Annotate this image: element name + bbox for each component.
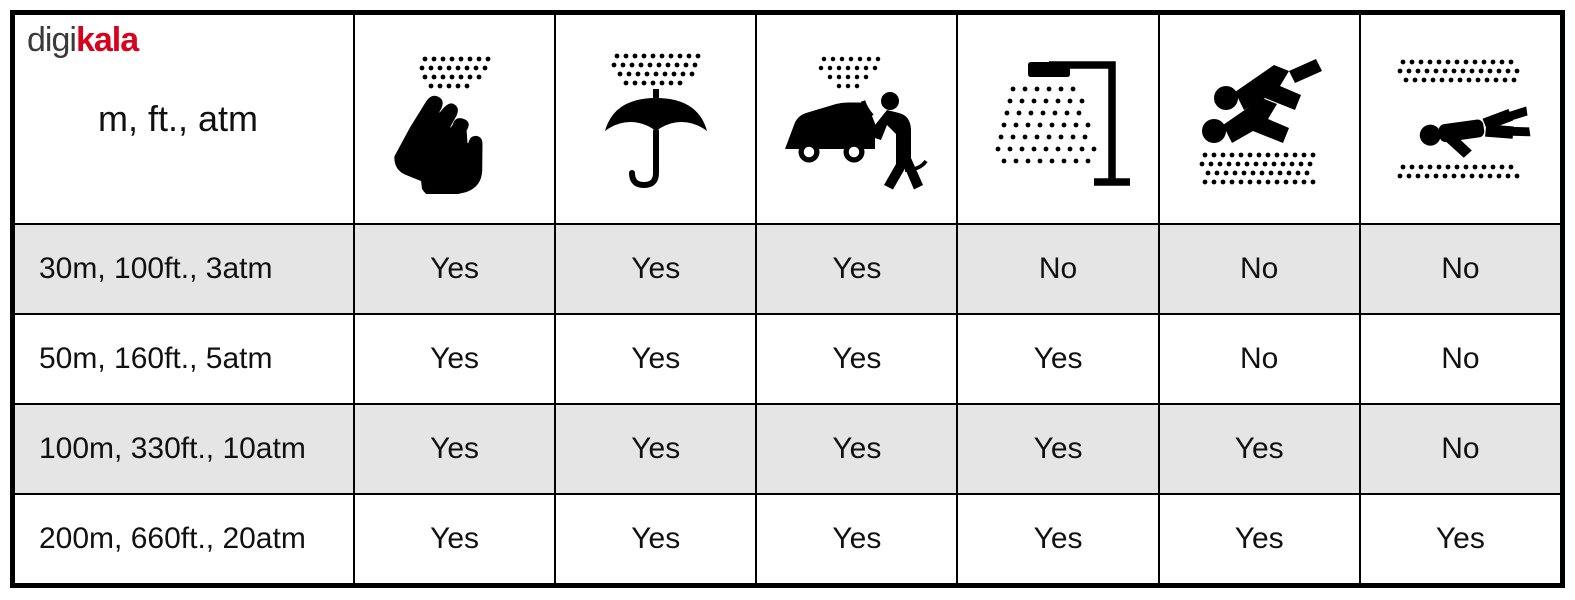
cell-value: Yes [1159,404,1360,494]
table-body: 30m, 100ft., 3atmYesYesYesNoNoNo50m, 160… [14,224,1561,584]
cell-value: No [1360,224,1561,314]
table-row: 200m, 660ft., 20atmYesYesYesYesYesYes [14,494,1561,584]
cell-value: Yes [756,494,957,584]
cell-value: Yes [354,224,555,314]
cell-value: Yes [354,314,555,404]
header-hand-wash [354,14,555,224]
shower-icon [983,44,1133,194]
header-swim [1159,14,1360,224]
table-row: 30m, 100ft., 3atmYesYesYesNoNoNo [14,224,1561,314]
logo-part1: digi [27,21,76,59]
cell-value: Yes [555,494,756,584]
cell-value: Yes [957,314,1158,404]
header-rain [555,14,756,224]
table-row: 50m, 160ft., 5atmYesYesYesYesNoNo [14,314,1561,404]
cell-value: Yes [756,404,957,494]
cell-value: Yes [555,404,756,494]
header-car-wash [756,14,957,224]
table-header-row: m, ft., atm [14,14,1561,224]
cell-value: Yes [756,224,957,314]
table-row: 100m, 330ft., 10atmYesYesYesYesYesNo [14,404,1561,494]
hand-wash-icon [380,44,530,194]
cell-value: No [1360,404,1561,494]
row-label: 30m, 100ft., 3atm [14,224,354,314]
water-resistance-table: m, ft., atm [13,13,1562,585]
cell-value: Yes [1360,494,1561,584]
swim-icon [1184,44,1334,194]
row-label: 200m, 660ft., 20atm [14,494,354,584]
water-resistance-table-container: digikala m, ft., atm [10,10,1565,588]
cell-value: Yes [354,494,555,584]
logo-part2: kala [76,21,138,59]
cell-value: Yes [957,404,1158,494]
digikala-logo: digikala [27,21,138,60]
row-label: 50m, 160ft., 5atm [14,314,354,404]
car-wash-icon [782,44,932,194]
header-dive [1360,14,1561,224]
row-label: 100m, 330ft., 10atm [14,404,354,494]
cell-value: No [1360,314,1561,404]
cell-value: Yes [354,404,555,494]
header-shower [957,14,1158,224]
cell-value: Yes [756,314,957,404]
cell-value: No [1159,224,1360,314]
cell-value: Yes [555,314,756,404]
cell-value: Yes [957,494,1158,584]
cell-value: Yes [1159,494,1360,584]
rain-icon [581,44,731,194]
cell-value: No [957,224,1158,314]
dive-icon [1385,44,1535,194]
cell-value: No [1159,314,1360,404]
cell-value: Yes [555,224,756,314]
